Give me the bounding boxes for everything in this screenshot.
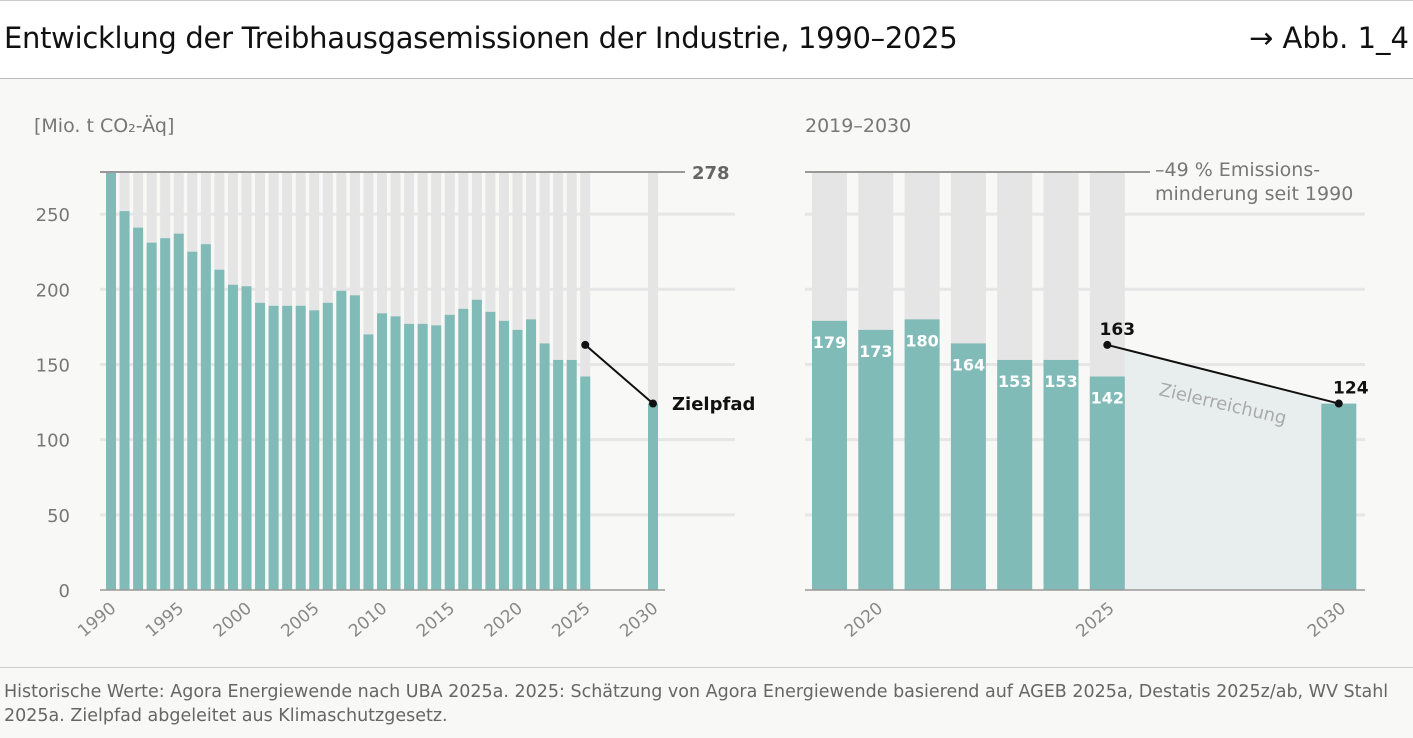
data-label: 180 [905, 331, 938, 350]
x-tick-label: 2030 [616, 599, 662, 642]
bar-2005 [309, 310, 320, 590]
bar-2025 [580, 376, 591, 590]
target-path-label: Zielpfad [672, 394, 755, 415]
x-tick-label: 1995 [142, 599, 188, 642]
bar-2009 [363, 334, 374, 590]
bar-2014 [431, 325, 442, 590]
x-tick-label: 2010 [345, 599, 391, 642]
divider [0, 667, 1413, 668]
y-axis-label: [Mio. t CO₂-Äq] [34, 114, 174, 137]
target-path-line [1107, 343, 1340, 405]
data-label: 164 [952, 355, 985, 374]
bar-2001 [255, 302, 266, 590]
x-tick-label: 2020 [841, 599, 887, 642]
bar-2020 [858, 329, 894, 590]
target-path-point [1103, 340, 1112, 349]
bar-2020 [512, 329, 523, 590]
data-label: 153 [998, 372, 1031, 391]
bar-1992 [133, 227, 144, 590]
bar-2003 [282, 305, 293, 590]
bar-1998 [214, 269, 225, 590]
x-tick-label: 2030 [1304, 599, 1350, 642]
bar-1997 [200, 244, 211, 590]
bar-2021 [526, 319, 537, 590]
y-tick-label: 250 [36, 205, 70, 226]
x-tick-label: 2025 [1073, 599, 1119, 642]
bar-2019 [498, 320, 509, 590]
figure-reference: → Abb. 1_4 [1248, 21, 1409, 55]
bar-2015 [444, 314, 455, 590]
y-tick-label: 150 [36, 355, 70, 376]
target-path-point [649, 399, 657, 408]
bar-1995 [173, 233, 184, 591]
x-tick-label: 1990 [74, 599, 120, 642]
data-label: 173 [859, 342, 892, 361]
data-label: 179 [813, 333, 846, 352]
annotation: minderung seit 1990 [1155, 183, 1353, 205]
x-tick-label: 2020 [481, 599, 527, 642]
bar-2017 [471, 299, 482, 590]
x-tick-label: 2025 [548, 599, 594, 642]
target-path-value: 163 [1100, 320, 1136, 340]
panel-title: 2019–2030 [805, 115, 911, 137]
bar-2018 [485, 311, 496, 590]
bar-2019 [812, 320, 847, 590]
target-path-point [581, 340, 590, 349]
target-area [1124, 349, 1322, 590]
bar-1994 [160, 238, 171, 591]
bar-2006 [322, 302, 333, 590]
bar-2023 [553, 359, 564, 590]
x-tick-label: 2005 [277, 599, 323, 642]
bar-2030 [648, 403, 658, 590]
bar-2022 [950, 343, 986, 590]
background-bar [648, 172, 658, 590]
target-path-line [584, 344, 654, 405]
bar-1993 [146, 242, 157, 590]
bar-2008 [349, 295, 360, 590]
bar-2025 [1089, 376, 1125, 590]
bar-2016 [458, 308, 469, 590]
bar-2023 [997, 359, 1033, 590]
bar-2011 [390, 316, 401, 590]
x-tick-label: 2000 [210, 599, 256, 642]
bar-2021 [904, 319, 940, 590]
bar-2004 [295, 305, 306, 590]
reference-label: 278 [692, 163, 730, 184]
y-tick-label: 0 [59, 581, 70, 602]
bar-1990 [106, 172, 116, 590]
bar-2013 [417, 323, 428, 590]
bar-2024 [1043, 359, 1079, 590]
bar-1999 [227, 284, 238, 590]
bar-2000 [241, 286, 252, 590]
bar-2010 [377, 313, 387, 590]
bar-2030 [1321, 403, 1357, 590]
data-label: 153 [1044, 372, 1077, 391]
chart-title: Entwicklung der Treibhausgasemissionen d… [4, 21, 958, 55]
bar-1991 [119, 211, 130, 591]
target-path-point [1334, 399, 1343, 408]
bar-2012 [404, 323, 415, 590]
data-label: 142 [1091, 388, 1124, 407]
y-tick-label: 50 [47, 506, 70, 527]
x-tick-label: 2015 [413, 599, 459, 642]
annotation: –49 % Emissions- [1155, 159, 1320, 181]
header: Entwicklung der Treibhausgasemissionen d… [0, 0, 1413, 79]
y-tick-label: 200 [36, 280, 70, 301]
y-tick-label: 100 [36, 431, 70, 452]
source-note: Historische Werte: Agora Energiewende na… [4, 682, 1389, 726]
bar-2007 [336, 290, 347, 590]
target-path-value: 124 [1333, 379, 1369, 399]
bar-2022 [539, 343, 550, 590]
bar-1996 [187, 251, 198, 590]
bar-2024 [566, 359, 577, 590]
bar-2002 [268, 305, 279, 590]
